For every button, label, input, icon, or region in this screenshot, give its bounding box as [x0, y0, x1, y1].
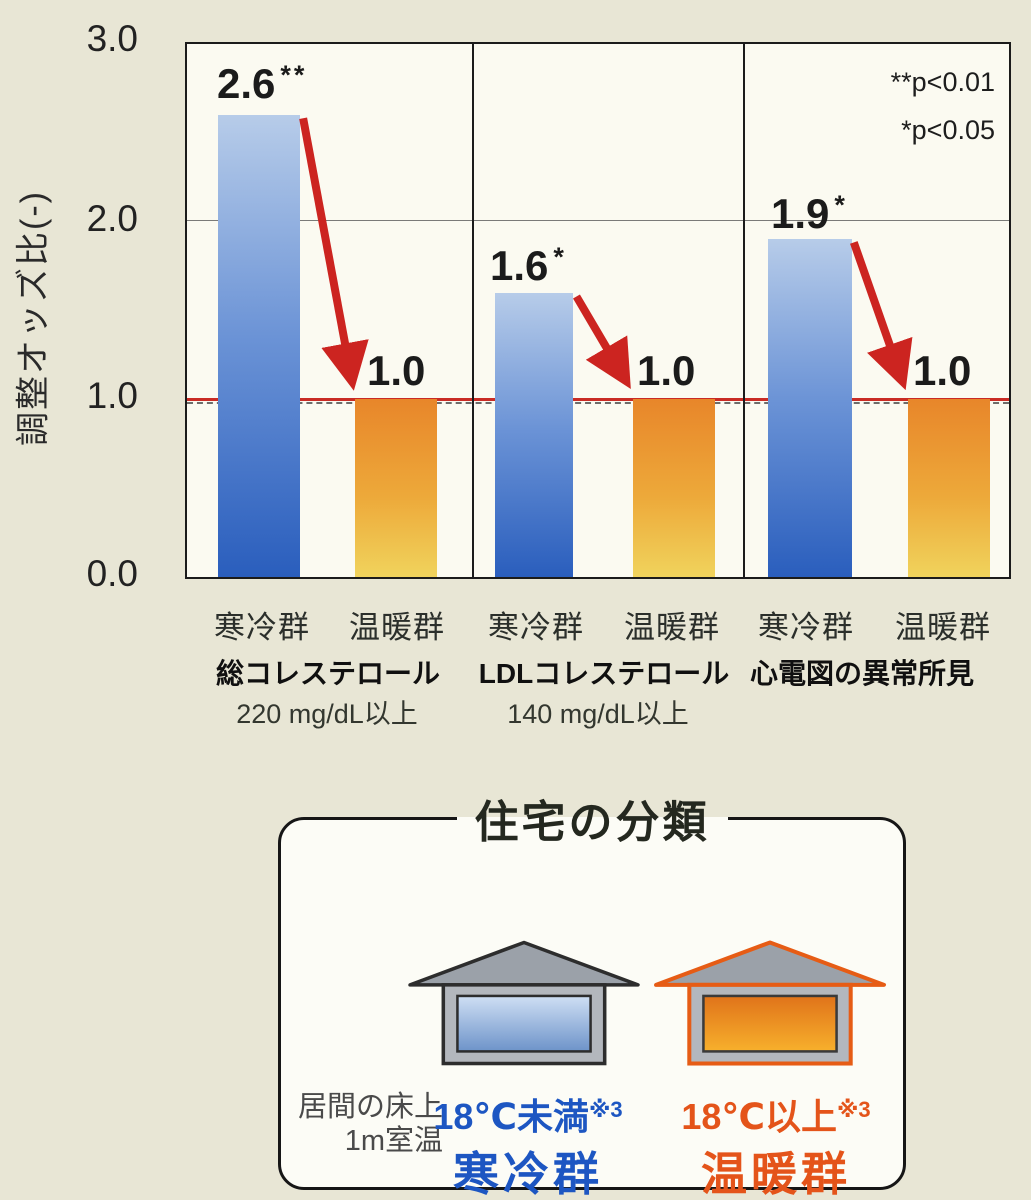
value-label-cold-3: 1.9 *	[771, 192, 848, 235]
y-tick-0: 0.0	[86, 553, 138, 594]
bar-warm-ldl-cholesterol	[633, 399, 715, 577]
cold-temperature-text: 18℃未満	[433, 1096, 589, 1137]
housing-classification-box: 住宅の分類 居間の床上 1m室温	[278, 786, 906, 1200]
reference-line-1.0	[187, 398, 1009, 401]
panel-divider-2	[743, 44, 745, 577]
plot-area: 2.6 ** 1.6 * 1.9 * 1.0 1.0 1.0 **p<0.01 *p<…	[185, 42, 1011, 579]
bar-cold-ldl-cholesterol	[495, 292, 573, 577]
cold-group-label: 寒冷群	[453, 1148, 603, 1200]
arrow-group-1	[299, 117, 369, 391]
reference-line-dashed	[187, 402, 1009, 404]
measurement-label-line2: 1m室温	[344, 1125, 443, 1157]
value-label-cold-1: 2.6 **	[217, 62, 307, 105]
y-tick-3: 3.0	[86, 18, 138, 59]
value-label-warm-2: 1.0	[637, 347, 696, 394]
y-tick-1: 1.0	[86, 375, 138, 416]
x-label-cold-1: 寒冷群	[214, 610, 310, 645]
housing-box-title: 住宅の分類	[474, 798, 710, 847]
condition-label-2: LDLコレステロール	[478, 658, 730, 689]
warm-group-label: 温暖群	[701, 1148, 851, 1200]
bar-warm-total-cholesterol	[355, 399, 437, 577]
threshold-label-2: 140 mg/dL以上	[507, 699, 689, 729]
value-label-cold-2: 1.6 *	[490, 244, 567, 287]
significance-legend: **p<0.01 *p<0.05	[891, 58, 995, 154]
cold-house-icon	[408, 940, 640, 1066]
significance-legend-line2: *p<0.05	[901, 115, 995, 145]
significance-1: **	[280, 60, 308, 90]
cold-temperature-note: ※3	[589, 1097, 623, 1122]
value-cold-3: 1.9	[771, 190, 830, 237]
warm-temperature-text: 18℃以上	[681, 1096, 837, 1137]
panel-divider-1	[472, 44, 474, 577]
bar-cold-total-cholesterol	[218, 115, 300, 577]
cold-temperature-label: 18℃未満※3	[401, 1088, 655, 1140]
condition-label-3: 心電図の異常所見	[749, 658, 974, 689]
value-label-warm-1: 1.0	[367, 347, 426, 394]
significance-3: *	[834, 190, 848, 220]
warm-temperature-label: 18℃以上※3	[649, 1088, 903, 1140]
significance-legend-line1: **p<0.01	[890, 67, 995, 97]
bar-cold-ecg-abnormality	[768, 239, 852, 577]
arrow-group-3	[850, 241, 913, 391]
value-cold-1: 2.6	[217, 60, 276, 107]
significance-2: *	[553, 242, 567, 272]
bar-warm-ecg-abnormality	[908, 399, 990, 577]
value-label-warm-3: 1.0	[913, 347, 972, 394]
x-label-cold-3: 寒冷群	[758, 610, 854, 645]
threshold-label-1: 220 mg/dL以上	[236, 699, 418, 729]
gridline-2.0	[187, 220, 1009, 221]
x-label-warm-1: 温暖群	[349, 610, 445, 645]
y-tick-2: 2.0	[86, 198, 138, 239]
x-label-cold-2: 寒冷群	[488, 610, 584, 645]
x-label-warm-3: 温暖群	[895, 610, 991, 645]
warm-house-icon	[654, 940, 886, 1066]
measurement-label: 居間の床上 1m室温	[285, 1090, 443, 1158]
arrow-group-2	[573, 294, 631, 390]
warm-temperature-note: ※3	[837, 1097, 871, 1122]
measurement-label-line1: 居間の床上	[297, 1091, 443, 1123]
decline-arrows	[299, 117, 913, 391]
condition-label-1: 総コレステロール	[215, 658, 440, 689]
x-label-warm-2: 温暖群	[624, 610, 720, 645]
value-cold-2: 1.6	[490, 242, 549, 289]
